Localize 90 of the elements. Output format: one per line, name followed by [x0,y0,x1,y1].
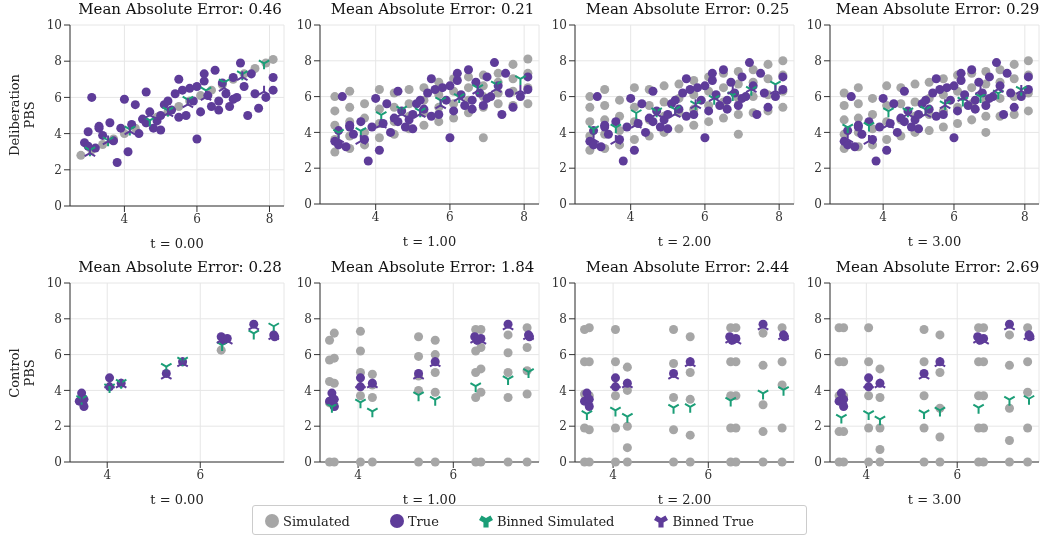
x-axis-title: t = 0.00 [150,236,204,251]
y-tick-label: 10 [551,18,567,33]
y-axis-title: Control PBS [7,348,37,398]
x-tick-label: 6 [449,467,458,482]
y-tick-label: 6 [814,347,822,362]
y-tick-label: 8 [814,54,822,69]
x-tick-label: 6 [704,467,713,482]
y-tick-label: 10 [46,18,62,33]
x-tick-label: 8 [1021,209,1029,224]
chart-title: Mean Absolute Error: 1.84 [329,258,536,276]
y-tick-label: 10 [46,276,62,291]
x-tick-label: 6 [950,209,958,224]
y-tick-label: 8 [559,54,567,69]
x-tick-label: 6 [701,209,709,224]
x-tick-label: 8 [265,211,274,226]
y-tick-label: 2 [559,161,567,176]
x-tick-label: 4 [609,467,618,482]
y-tick-label: 4 [814,125,823,140]
y-tick-label: 4 [54,383,63,398]
y-tick-label: 0 [304,197,312,212]
y-tick-label: 2 [814,419,822,434]
y-tick-label: 2 [54,419,62,434]
y-tick-label: 0 [814,455,822,470]
y-tick-label: 10 [296,276,312,291]
y-tick-label: 8 [559,312,567,327]
legend-label: Binned True [672,513,754,529]
y-tick-label: 6 [814,89,822,104]
x-tick-label: 8 [775,209,783,224]
y-tick-label: 6 [559,89,567,104]
y-tick-label: 10 [551,276,567,291]
x-tick-label: 8 [520,209,528,224]
y-tick-label: 4 [304,125,313,140]
y-tick-label: 2 [54,163,62,178]
x-tick-label: 4 [371,209,380,224]
chart-title: Mean Absolute Error: 0.28 [77,258,283,276]
chart-title: Mean Absolute Error: 2.44 [584,258,791,276]
y-tick-label: 2 [559,419,567,434]
legend-label: Binned Simulated [496,513,615,529]
y-tick-label: 2 [814,161,822,176]
x-axis-title: t = 2.00 [657,492,712,507]
y-tick-label: 8 [304,54,312,69]
x-axis-title: t = 1.00 [402,234,457,249]
y-tick-label: 6 [304,347,312,362]
y-tick-label: 2 [304,419,312,434]
y-tick-label: 4 [304,383,313,398]
y-tick-label: 2 [304,161,312,176]
y-tick-label: 8 [54,312,62,327]
chart-title: Mean Absolute Error: 0.21 [329,0,536,18]
y-tick-label: 0 [559,455,567,470]
chart-title: Mean Absolute Error: 2.69 [834,258,1041,276]
y-tick-label: 4 [54,126,63,141]
y-tick-label: 4 [559,383,568,398]
x-tick-label: 6 [446,209,454,224]
x-axis-title: t = 2.00 [657,234,712,249]
x-axis-title: t = 3.00 [907,492,962,507]
chart-title: Mean Absolute Error: 0.46 [77,0,283,18]
x-tick-label: 4 [103,467,112,482]
y-tick-label: 8 [304,312,312,327]
chart-title: Mean Absolute Error: 0.29 [834,0,1041,18]
y-tick-label: 0 [814,197,822,212]
y-tick-label: 10 [806,18,822,33]
x-tick-label: 4 [626,209,635,224]
x-axis-title: t = 0.00 [150,492,204,507]
y-tick-label: 0 [54,455,62,470]
x-axis-title: t = 1.00 [402,492,457,507]
legend-label: True [407,513,439,529]
y-axis-title: Deliberation PBS [7,74,37,156]
y-tick-label: 6 [54,90,62,105]
x-axis-title: t = 3.00 [907,234,962,249]
y-tick-label: 6 [304,89,312,104]
x-tick-label: 6 [953,467,962,482]
x-tick-label: 4 [879,209,888,224]
x-tick-label: 4 [354,467,363,482]
y-tick-label: 0 [54,199,62,214]
y-tick-label: 4 [559,125,568,140]
x-tick-label: 6 [196,467,205,482]
x-tick-label: 4 [120,211,129,226]
y-tick-label: 8 [814,312,822,327]
x-tick-label: 6 [193,211,201,226]
x-tick-label: 4 [862,467,871,482]
y-tick-label: 10 [296,18,312,33]
y-tick-label: 6 [559,347,567,362]
y-tick-label: 0 [304,455,312,470]
y-tick-label: 0 [559,197,567,212]
chart-title: Mean Absolute Error: 0.25 [584,0,791,18]
y-tick-label: 4 [814,383,823,398]
y-tick-label: 10 [806,276,822,291]
y-tick-label: 6 [54,347,62,362]
y-tick-label: 8 [54,54,62,69]
legend-label: Simulated [283,513,350,529]
